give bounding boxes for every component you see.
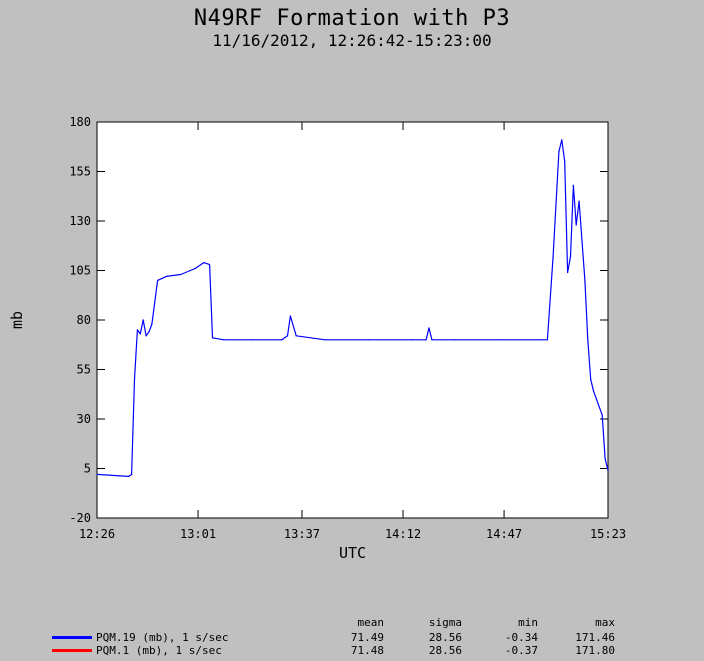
- data-point-pqm19: [96, 473, 98, 476]
- data-point-pqm19: [286, 335, 289, 337]
- data-point-pqm19: [428, 327, 430, 329]
- y-tick-label-1: 5: [84, 462, 91, 476]
- stat-header-max: max: [595, 616, 615, 629]
- stat-header-mean: mean: [357, 616, 385, 629]
- data-point-pqm19: [139, 333, 141, 335]
- y-tick-label-6: 130: [69, 214, 91, 228]
- data-point-pqm19: [131, 473, 133, 476]
- data-point-pqm19: [558, 151, 560, 153]
- data-point-pqm19: [564, 161, 566, 163]
- data-point-pqm19: [425, 339, 427, 341]
- data-point-pqm19: [584, 279, 586, 281]
- data-point-pqm19: [324, 339, 326, 341]
- legend-swatch-pqm1: [52, 649, 92, 652]
- data-point-pqm19: [281, 339, 283, 341]
- data-point-pqm19: [540, 339, 543, 341]
- data-point-pqm19: [566, 271, 569, 274]
- data-point-pqm19: [142, 319, 144, 321]
- stat-min-pqm1: -0.37: [504, 644, 538, 657]
- y-tick-label-3: 55: [77, 363, 91, 377]
- stat-mean-pqm1: 71.48: [350, 644, 384, 657]
- data-point-pqm19: [208, 263, 211, 266]
- data-point-pqm19: [431, 339, 433, 341]
- data-point-pqm19: [252, 339, 254, 341]
- series-line-pqm19: [96, 139, 609, 477]
- data-point-pqm19: [604, 458, 606, 460]
- data-point-pqm19: [128, 475, 130, 478]
- stat-sigma-pqm1: 28.56: [428, 644, 462, 657]
- data-point-pqm19: [546, 339, 548, 341]
- x-tick-label-5: 15:23: [590, 527, 626, 541]
- data-point-pqm19: [411, 339, 413, 341]
- data-point-pqm19: [572, 184, 574, 186]
- x-tick-label-0: 12:26: [79, 527, 115, 541]
- data-point-pqm19: [223, 339, 225, 341]
- data-point-pqm19: [165, 275, 167, 278]
- data-point-pqm19: [211, 337, 214, 339]
- y-tick-label-7: 155: [69, 165, 91, 179]
- data-point-pqm19: [157, 279, 159, 281]
- data-point-pqm19: [367, 339, 369, 341]
- data-point-pqm19: [180, 273, 182, 276]
- data-point-pqm19: [601, 414, 603, 416]
- legend-label-pqm1: PQM.1 (mb), 1 s/sec: [96, 644, 222, 657]
- x-tick-label-1: 13:01: [180, 527, 216, 541]
- data-point-pqm19: [203, 261, 205, 264]
- y-tick-label-5: 105: [69, 264, 91, 278]
- stat-min-pqm19: -0.34: [504, 631, 538, 644]
- data-point-pqm19: [590, 378, 592, 380]
- data-point-pqm19: [592, 390, 595, 392]
- x-tick-label-3: 14:12: [385, 527, 421, 541]
- data-point-pqm19: [497, 339, 499, 341]
- data-point-pqm19: [145, 335, 147, 337]
- stat-header-sigma: sigma: [428, 616, 462, 629]
- data-point-pqm19: [295, 335, 297, 337]
- x-axis-label: UTC: [339, 544, 366, 562]
- data-point-pqm19: [151, 323, 153, 325]
- x-tick-label-2: 13:37: [284, 527, 320, 541]
- stat-sigma-pqm19: 28.56: [428, 631, 462, 644]
- data-point-pqm19: [578, 200, 580, 202]
- y-axis-label: mb: [8, 311, 26, 329]
- data-point-pqm19: [595, 398, 598, 400]
- y-tick-label-2: 30: [77, 412, 91, 426]
- data-point-pqm19: [133, 378, 136, 380]
- stat-max-pqm19: 171.46: [575, 631, 615, 644]
- chart-title: N49RF Formation with P3: [193, 6, 511, 31]
- y-tick-label-0: -20: [69, 511, 91, 525]
- data-point-pqm19: [575, 224, 577, 226]
- data-point-pqm19: [561, 139, 563, 141]
- chart-subtitle: 11/16/2012, 12:26:42-15:23:00: [212, 31, 492, 50]
- legend-swatch-pqm19: [52, 636, 92, 639]
- y-tick-label-8: 180: [69, 115, 91, 129]
- data-point-pqm19: [581, 240, 583, 242]
- data-point-pqm19: [289, 315, 292, 317]
- data-point-pqm19: [194, 267, 196, 270]
- data-point-pqm19: [454, 339, 456, 341]
- plot-area: [96, 121, 609, 519]
- y-tick-label-4: 80: [77, 313, 91, 327]
- stat-mean-pqm19: 71.49: [350, 631, 384, 644]
- stat-max-pqm1: 171.80: [575, 644, 615, 657]
- data-point-pqm19: [569, 256, 572, 258]
- x-tick-label-4: 14:47: [486, 527, 522, 541]
- data-point-pqm19: [552, 256, 554, 258]
- data-point-pqm19: [587, 339, 589, 341]
- legend-label-pqm19: PQM.19 (mb), 1 s/sec: [96, 631, 229, 644]
- data-point-pqm19: [607, 469, 609, 472]
- data-point-pqm19: [136, 329, 139, 331]
- data-point-pqm19: [598, 406, 600, 408]
- stat-header-min: min: [518, 616, 538, 629]
- data-point-pqm19: [148, 331, 150, 333]
